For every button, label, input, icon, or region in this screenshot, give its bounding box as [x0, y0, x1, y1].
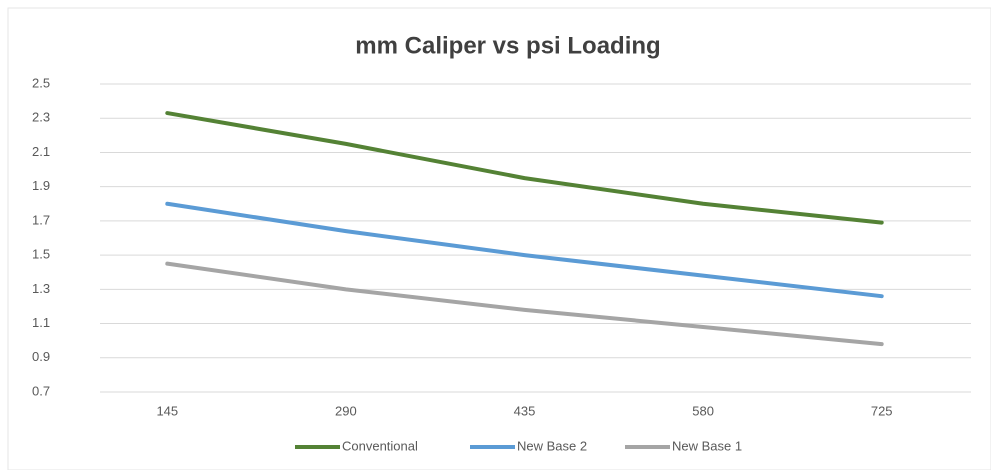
x-tick-label: 580 [692, 403, 714, 418]
y-tick-label: 2.3 [32, 110, 50, 125]
y-tick-label: 2.1 [32, 144, 50, 159]
x-tick-label: 435 [514, 403, 536, 418]
y-tick-label: 1.3 [32, 281, 50, 296]
y-tick-label: 1.1 [32, 315, 50, 330]
y-tick-label: 0.7 [32, 383, 50, 398]
chart-title: mm Caliper vs psi Loading [355, 32, 660, 59]
y-tick-label: 0.9 [32, 349, 50, 364]
series-line [165, 201, 884, 299]
legend-label: New Base 2 [517, 438, 587, 453]
series-line [165, 111, 884, 225]
x-tick-label: 290 [335, 403, 357, 418]
y-tick-label: 1.7 [32, 212, 50, 227]
chart-frame [7, 7, 991, 470]
series-line [165, 261, 884, 347]
y-tick-label: 2.5 [32, 75, 50, 90]
y-tick-label: 1.9 [32, 178, 50, 193]
legend-label: New Base 1 [672, 438, 742, 453]
x-tick-label: 145 [156, 403, 178, 418]
y-tick-label: 1.5 [32, 247, 50, 262]
x-tick-label: 725 [871, 403, 893, 418]
legend-label: Conventional [342, 438, 418, 453]
